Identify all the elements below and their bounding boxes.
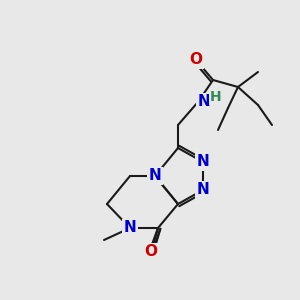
Text: H: H bbox=[210, 90, 222, 104]
Text: N: N bbox=[148, 169, 161, 184]
Text: O: O bbox=[190, 52, 202, 68]
Text: N: N bbox=[196, 182, 209, 197]
Text: N: N bbox=[124, 220, 136, 236]
Text: N: N bbox=[196, 154, 209, 169]
Text: N: N bbox=[198, 94, 210, 110]
Text: O: O bbox=[145, 244, 158, 260]
